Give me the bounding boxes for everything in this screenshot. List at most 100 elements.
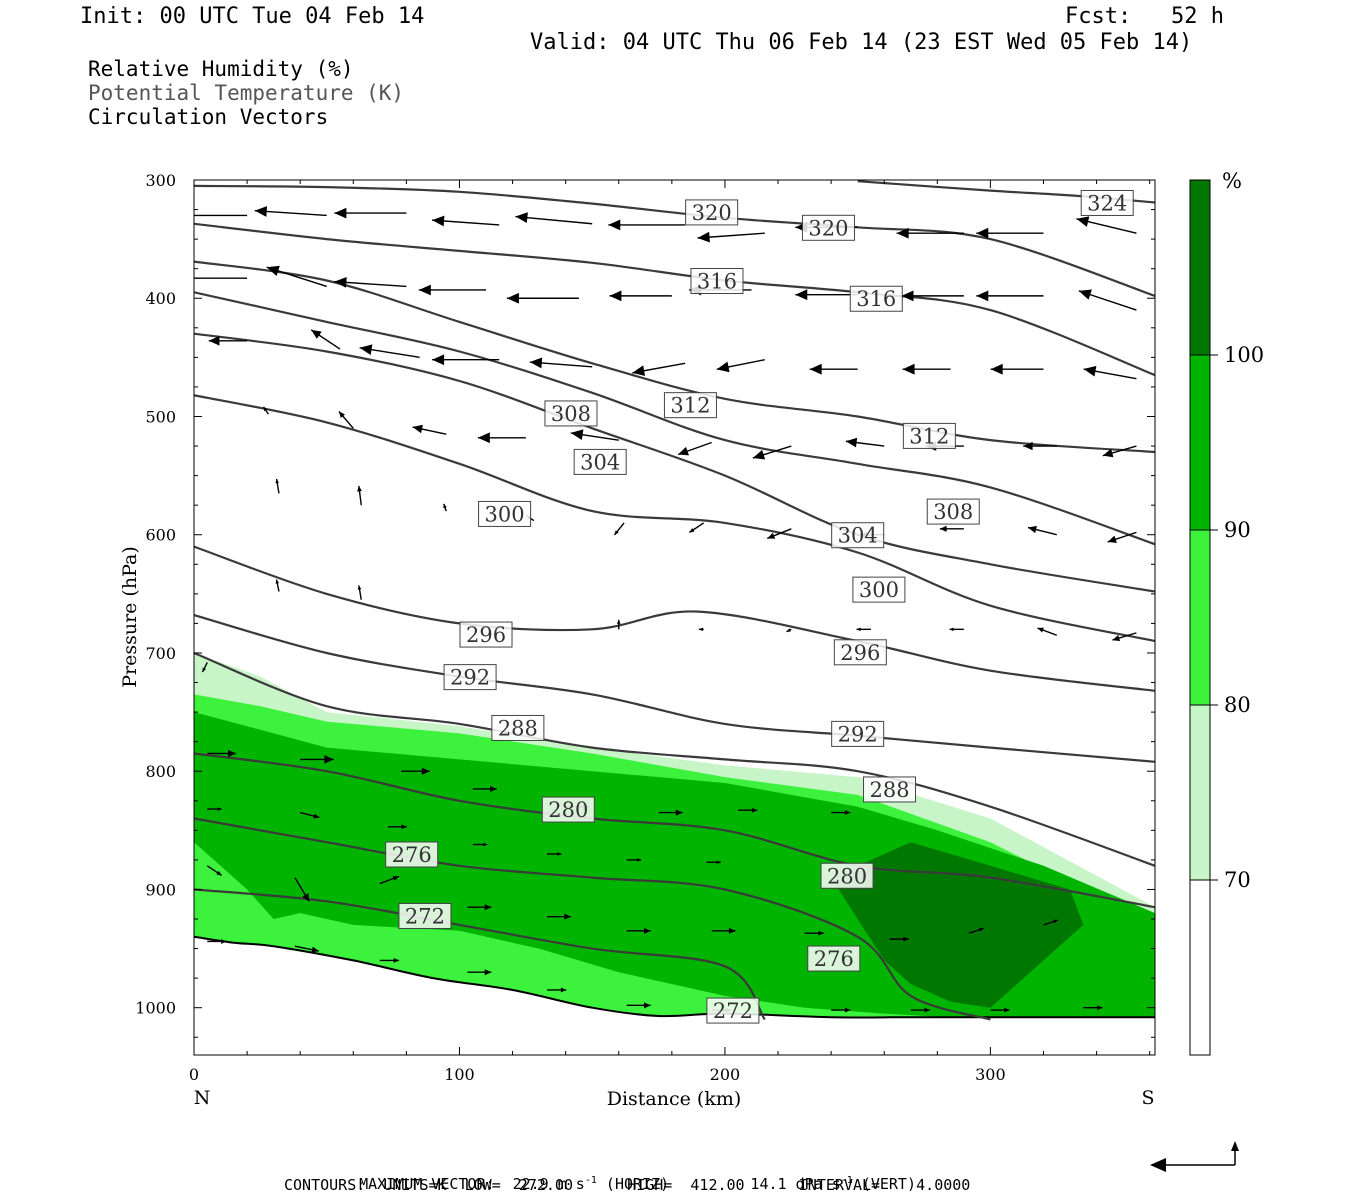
reference-vector-icon: [1150, 1141, 1239, 1172]
vector-head: [903, 936, 909, 942]
contour-label: 316: [690, 268, 744, 295]
vector-head: [896, 227, 909, 239]
legend-relative-humidity: Relative Humidity (%): [88, 57, 354, 81]
circulation-vector: [207, 749, 237, 758]
footer-contours: CONTOURS: UNITS=K LOW= 272.00 HIGH= 412.…: [284, 1176, 971, 1194]
circulation-vector: [477, 432, 526, 444]
circulation-vector: [467, 969, 492, 976]
contour-label-box: [398, 902, 452, 929]
vector-head: [418, 284, 431, 296]
vert-unit: (VERT): [861, 1175, 916, 1193]
circulation-vector: [294, 945, 320, 953]
contour-label-box: [863, 776, 917, 803]
horiz-unit: (HORIZ): [605, 1175, 670, 1193]
theta-contours: [194, 180, 1155, 1021]
circulation-vector: [401, 767, 430, 775]
vector-head: [939, 525, 947, 532]
vector-head: [609, 290, 622, 302]
vector-head: [767, 532, 776, 539]
circulation-vector: [338, 411, 354, 429]
contour-label-box: [491, 714, 545, 741]
vector-head: [216, 870, 222, 876]
legend-circulation-vectors: Circulation Vectors: [88, 105, 329, 129]
contour-label-text: 320: [808, 216, 848, 240]
vector-head: [490, 785, 497, 792]
vector-head: [560, 987, 567, 993]
vector-head: [614, 530, 619, 535]
contour-label-box: [685, 199, 739, 226]
contour-label: 276: [807, 945, 861, 972]
max-vector-horiz: 22.9 m s: [512, 1175, 585, 1193]
contour-label: 276: [385, 841, 439, 868]
vector-head: [432, 215, 445, 227]
vector-head: [357, 485, 362, 492]
contour-label-box: [690, 268, 744, 295]
contour-label-text: 308: [933, 500, 973, 524]
y-tick-label: 900: [145, 880, 176, 899]
circulation-vector: [472, 842, 488, 847]
vector-head: [443, 503, 447, 509]
circulation-vector: [613, 522, 625, 536]
circulation-vector: [626, 927, 651, 934]
contour-label: 288: [863, 776, 917, 803]
contour-label: 324: [1080, 189, 1134, 216]
contour-label: 292: [443, 664, 497, 691]
vector-head: [689, 528, 695, 533]
x-tick-label: 0: [189, 1065, 199, 1084]
circulation-vector: [1037, 627, 1058, 636]
circulation-vector: [357, 585, 362, 600]
vector-head: [1102, 448, 1114, 458]
circulation-vector: [379, 875, 400, 885]
circulation-vector: [254, 206, 327, 217]
vector-head: [334, 277, 347, 288]
vector-head: [334, 207, 347, 219]
vector-head: [412, 424, 423, 434]
contour-label: 280: [541, 796, 595, 823]
contour-label-text: 324: [1087, 191, 1127, 215]
circulation-vector: [1078, 289, 1137, 311]
theta-contour-296: [194, 545, 1155, 692]
vector-head: [678, 446, 689, 456]
vector-head: [484, 904, 492, 911]
theta-contour-276: [194, 817, 991, 1021]
circulation-vector: [194, 214, 248, 217]
vector-head: [1023, 441, 1033, 451]
contour-label-box: [706, 997, 760, 1024]
footer-max-vector: MAXIMUM VECTOR: 22.9 m s-1 (HORIZ) 14.1 …: [341, 1157, 916, 1193]
contour-label-text: 316: [856, 287, 896, 311]
circulation-vector: [515, 212, 593, 225]
vector-head: [275, 478, 280, 484]
theta-contour-272: [194, 888, 766, 1021]
circulation-vector: [658, 809, 683, 816]
contour-label: 312: [663, 392, 717, 419]
vector-head: [202, 667, 206, 673]
theta-contour-316: [194, 222, 1155, 377]
circulation-vector: [856, 627, 871, 632]
circulation-vector: [767, 528, 792, 540]
vector-head: [990, 363, 1003, 375]
y-tick-label: 800: [145, 762, 176, 781]
circulation-vector: [275, 579, 280, 592]
circulation-vector: [1102, 445, 1137, 458]
colorbar-swatch: [1190, 880, 1210, 1055]
contour-label: 272: [706, 997, 760, 1024]
contour-label-text: 304: [580, 450, 620, 474]
circulation-vector: [201, 662, 208, 673]
vector-head: [976, 290, 989, 302]
vector-head: [809, 363, 822, 375]
horiz-exponent: -1: [584, 1175, 597, 1186]
vector-head: [844, 810, 851, 816]
vector-head: [1053, 919, 1058, 924]
vector-head: [221, 939, 227, 944]
contour-label-box: [926, 498, 980, 525]
colorbar-frame: [1189, 179, 1211, 1056]
contour-label: 308: [926, 498, 980, 525]
max-vector-label: MAXIMUM VECTOR:: [359, 1175, 495, 1193]
circulation-vector: [1076, 216, 1137, 234]
circulation-vector: [506, 292, 579, 304]
theta-contour-300: [194, 394, 1155, 643]
circulation-vector: [901, 290, 964, 302]
y-tick-label: 500: [145, 407, 176, 426]
vector-head: [477, 432, 490, 444]
circulation-vector: [207, 807, 222, 811]
